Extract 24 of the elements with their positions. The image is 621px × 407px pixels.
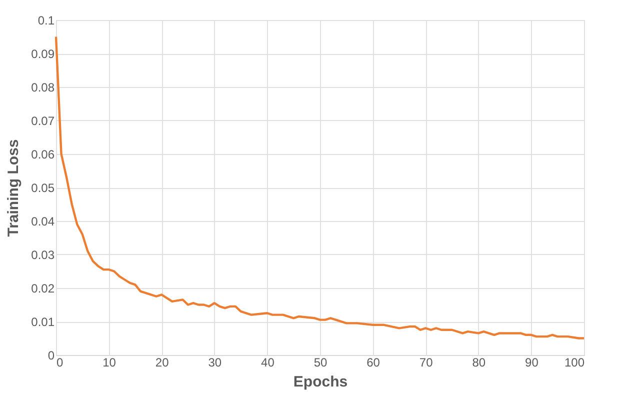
y-tick-label: 0.04	[31, 214, 55, 228]
x-tick-label: 40	[261, 356, 275, 370]
y-tick-label: 0.05	[31, 181, 55, 195]
x-tick-label: 10	[102, 356, 116, 370]
x-tick-label: 90	[525, 356, 539, 370]
x-tick-label: 80	[472, 356, 486, 370]
x-axis-title: Epochs	[293, 374, 348, 390]
y-tick-label: 0.03	[31, 248, 55, 262]
y-axis-title: Training Loss	[5, 139, 22, 237]
x-tick-label: 0	[56, 356, 64, 370]
y-tick-label: 0.06	[31, 148, 55, 162]
y-tick-label: 0.09	[31, 47, 55, 61]
y-tick-label: 0.01	[31, 315, 55, 329]
x-tick-label: 60	[366, 356, 380, 370]
y-tick-label: 0.02	[31, 282, 55, 296]
x-tick-label: 100	[564, 356, 585, 370]
x-tick-label: 70	[419, 356, 434, 370]
line-series	[54, 36, 586, 340]
x-tick-label: 50	[314, 356, 328, 370]
x-tick-label: 30	[208, 356, 222, 370]
y-tick-label: 0.1	[38, 14, 55, 28]
y-tick-label: 0.08	[31, 80, 55, 94]
y-tick-label: 0.07	[31, 114, 55, 128]
x-tick-label: 20	[155, 356, 170, 370]
